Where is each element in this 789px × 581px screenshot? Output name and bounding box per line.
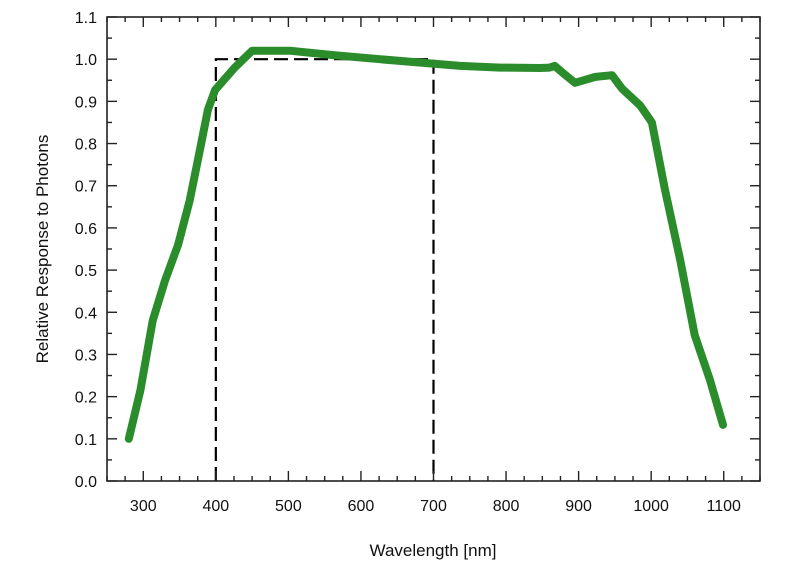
- x-tick-label: 1100: [707, 498, 742, 515]
- y-tick-label: 0.7: [75, 179, 97, 196]
- series-line-0: [124, 46, 727, 443]
- y-tick-label: 0.0: [75, 474, 97, 491]
- y-tick-label: 0.2: [75, 390, 97, 407]
- x-tick-label: 1000: [633, 498, 669, 515]
- y-tick-label: 1.0: [75, 52, 97, 69]
- y-tick-label: 0.1: [75, 432, 97, 449]
- y-tick-label: 0.8: [75, 137, 97, 154]
- x-tick-label: 300: [130, 498, 157, 515]
- y-axis-label: Relative Response to Photons: [33, 135, 52, 364]
- x-tick-label: 600: [348, 498, 375, 515]
- y-tick-label: 0.3: [75, 347, 97, 364]
- x-tick-label: 400: [202, 498, 229, 515]
- y-tick-label: 1.1: [75, 10, 97, 27]
- x-tick-label: 800: [493, 498, 520, 515]
- y-tick-label: 0.9: [75, 94, 97, 111]
- x-axis-label: Wavelength [nm]: [370, 541, 497, 560]
- reference-band-dashed: [214, 58, 435, 481]
- y-tick-label: 0.5: [75, 263, 97, 280]
- x-tick-label: 500: [275, 498, 302, 515]
- y-tick-label: 0.6: [75, 221, 97, 238]
- y-tick-label: 0.4: [75, 305, 97, 322]
- x-tick-label: 900: [565, 498, 592, 515]
- x-tick-label: 700: [420, 498, 447, 515]
